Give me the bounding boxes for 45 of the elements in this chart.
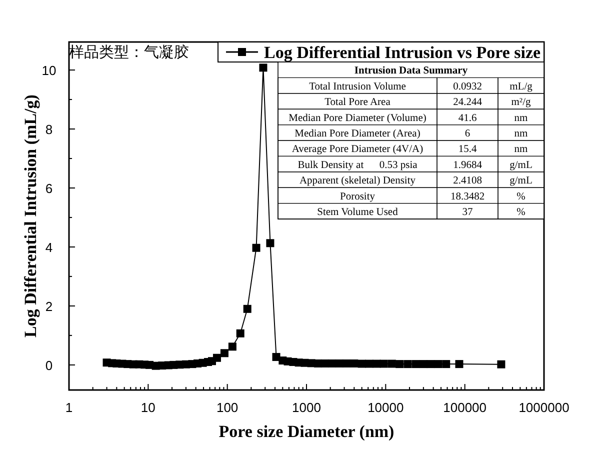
- y-tick-label: 4: [45, 240, 53, 255]
- annotation: Average Pore Diameter (4V/A): [292, 144, 424, 156]
- annotation: 18.3482: [450, 191, 485, 202]
- annotation: g/mL: [510, 176, 532, 187]
- legend-label: Log Differential Intrusion vs Pore size: [264, 43, 541, 62]
- x-axis-title: Pore size Diameter (nm): [218, 422, 394, 441]
- annotation: Median Pore Diameter (Volume): [288, 112, 427, 124]
- y-tick-label: 8: [45, 122, 53, 137]
- annotation: nm: [514, 144, 528, 156]
- annotation: g/mL: [510, 160, 532, 171]
- x-tick-label: 100: [216, 400, 238, 415]
- annotation: mL/g: [510, 81, 534, 92]
- annotation: 2.4108: [453, 176, 482, 187]
- annotation: %: [516, 191, 526, 202]
- annotation: Stem Volume Used: [317, 207, 399, 218]
- x-tick-label: 100000: [443, 400, 487, 415]
- y-tick-label: 0: [45, 358, 53, 373]
- annotation: 6: [464, 128, 470, 140]
- y-axis-title: Log Differential Intrusion (mL/g): [21, 94, 40, 338]
- chart-title: 样品类型：气凝胶: [69, 43, 189, 61]
- annotation: Apparent (skeletal) Density: [299, 176, 416, 187]
- annotation: Median Pore Diameter (Area): [294, 128, 421, 140]
- annotation: nm: [514, 112, 528, 124]
- x-tick-label: 1000: [292, 400, 321, 415]
- annotation: nm: [514, 128, 528, 140]
- annotation: 0.0932: [453, 81, 482, 92]
- annotation: %: [516, 207, 526, 218]
- annotation: Bulk Density at 0.53 psia: [298, 160, 418, 171]
- annotation: m²/g: [511, 97, 532, 108]
- x-tick-label: 10000: [368, 400, 404, 415]
- y-tick-label: 6: [45, 180, 53, 196]
- y-tick-label: 2: [45, 298, 53, 314]
- annotation: 15.4: [458, 144, 478, 156]
- annotation: 41.6: [458, 112, 477, 124]
- x-tick-label: 1: [65, 400, 73, 415]
- annotation: Intrusion Data Summary: [354, 66, 468, 77]
- annotation: Porosity: [340, 191, 376, 202]
- x-tick-label: 10: [140, 400, 156, 415]
- annotation: Total Pore Area: [324, 97, 391, 108]
- annotation: 37: [462, 207, 473, 218]
- x-tick-label: 1000000: [518, 400, 570, 415]
- annotation: Total Intrusion Volume: [309, 81, 406, 92]
- y-tick-label: 10: [42, 63, 56, 78]
- annotation: 1.9684: [453, 160, 483, 171]
- annotation: 24.244: [453, 97, 483, 108]
